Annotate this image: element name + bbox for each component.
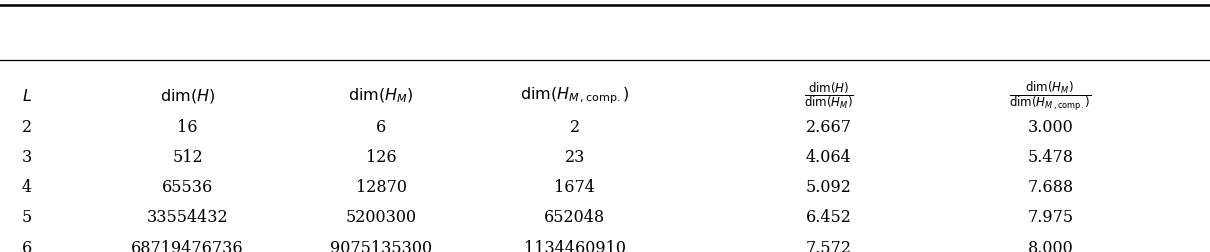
Text: 2: 2	[570, 119, 580, 136]
Text: 7.572: 7.572	[806, 240, 852, 252]
Text: 7.975: 7.975	[1027, 209, 1073, 227]
Text: 65536: 65536	[162, 179, 213, 196]
Text: 1674: 1674	[554, 179, 595, 196]
Text: $\mathrm{dim}(H_M)$: $\mathrm{dim}(H_M)$	[348, 86, 414, 105]
Text: 3: 3	[22, 149, 31, 166]
Text: 3.000: 3.000	[1027, 119, 1073, 136]
Text: $\dfrac{\mathrm{dim}(H)}{\mathrm{dim}(H_M)}$: $\dfrac{\mathrm{dim}(H)}{\mathrm{dim}(H_…	[803, 80, 854, 111]
Text: 23: 23	[565, 149, 584, 166]
Text: 4: 4	[22, 179, 31, 196]
Text: 5.092: 5.092	[806, 179, 852, 196]
Text: 126: 126	[365, 149, 397, 166]
Text: 1134460910: 1134460910	[524, 240, 626, 252]
Text: $\dfrac{\mathrm{dim}(H_M)}{\mathrm{dim}(H_{M\,\mathrm{,comp.}})}$: $\dfrac{\mathrm{dim}(H_M)}{\mathrm{dim}(…	[1009, 79, 1091, 113]
Text: 2.667: 2.667	[806, 119, 852, 136]
Text: $L$: $L$	[22, 88, 31, 104]
Text: 512: 512	[172, 149, 203, 166]
Text: 7.688: 7.688	[1027, 179, 1073, 196]
Text: 2: 2	[22, 119, 31, 136]
Text: 5: 5	[22, 209, 31, 227]
Text: 6.452: 6.452	[806, 209, 852, 227]
Text: 4.064: 4.064	[806, 149, 852, 166]
Text: 16: 16	[178, 119, 197, 136]
Text: 5.478: 5.478	[1027, 149, 1073, 166]
Text: 8.000: 8.000	[1027, 240, 1073, 252]
Text: $\mathrm{dim}(H_{M\,\mathrm{,comp.}})$: $\mathrm{dim}(H_{M\,\mathrm{,comp.}})$	[520, 85, 629, 106]
Text: 6: 6	[22, 240, 31, 252]
Text: 9075135300: 9075135300	[330, 240, 432, 252]
Text: 652048: 652048	[544, 209, 605, 227]
Text: $\mathrm{dim}(H)$: $\mathrm{dim}(H)$	[160, 87, 215, 105]
Text: 33554432: 33554432	[146, 209, 229, 227]
Text: 12870: 12870	[356, 179, 407, 196]
Text: 6: 6	[376, 119, 386, 136]
Text: 5200300: 5200300	[346, 209, 416, 227]
Text: 68719476736: 68719476736	[131, 240, 244, 252]
